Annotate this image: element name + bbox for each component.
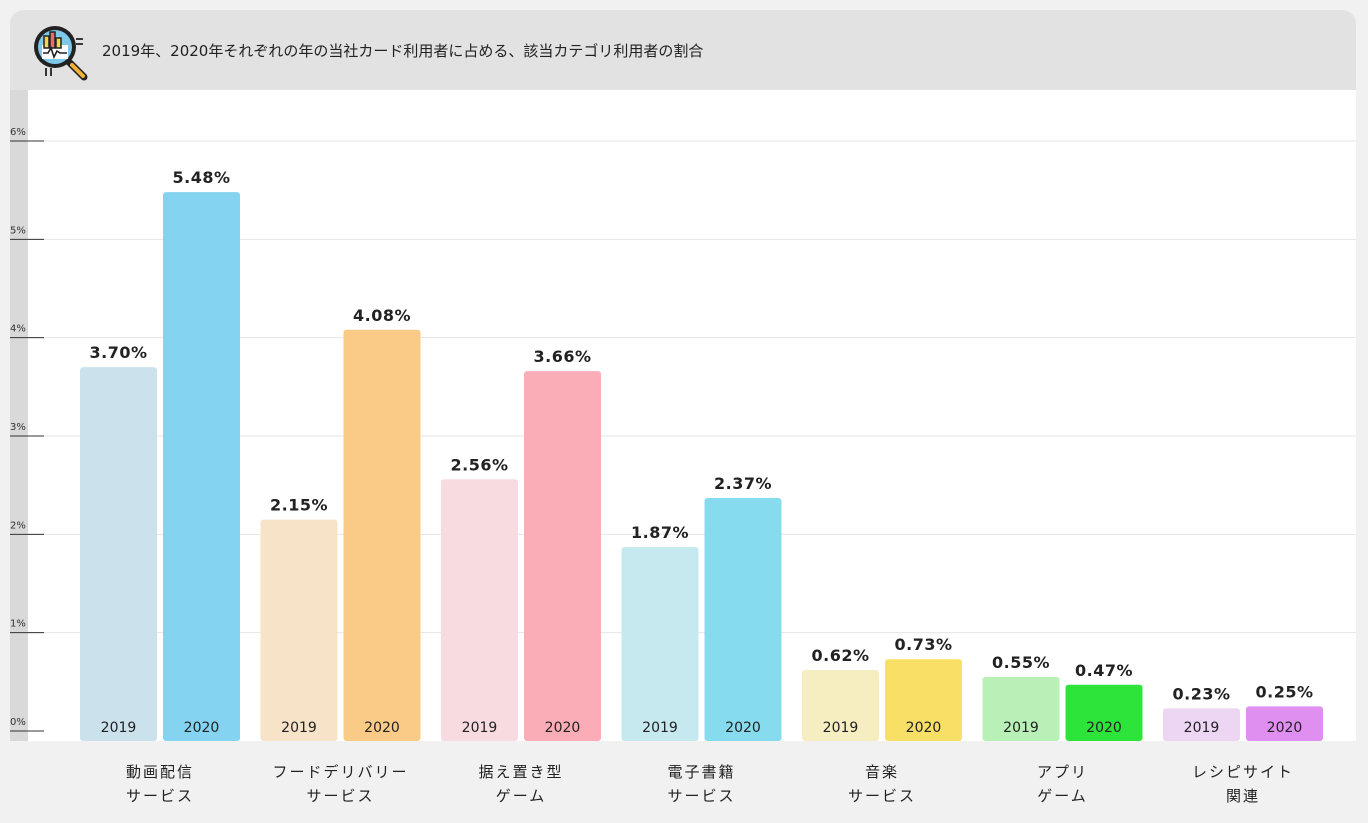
bar-year-label: 2020 [364,720,400,736]
bar-year-label: 2019 [101,720,137,736]
category-label: 動画配信 サービス [70,760,250,808]
bar-value-label: 2.56% [450,455,508,474]
bar-value-label: 2.37% [714,474,772,493]
bar-2020 [1246,706,1323,741]
bar-2020 [163,192,240,742]
bar-2019 [80,367,157,741]
bar-year-label: 2019 [642,720,678,736]
bar-value-label: 0.23% [1172,684,1230,703]
category-label-line2: サービス [847,787,916,805]
bar-year-label: 2019 [1184,720,1220,736]
chart-title: 2019年、2020年それぞれの年の当社カード利用者に占める、該当カテゴリ利用者… [102,42,704,60]
bar-value-label: 4.08% [353,306,411,325]
category-label-line2: ゲーム [495,787,547,805]
y-tick-label: 3% [10,422,26,433]
bar-2019 [802,670,879,741]
magnifier-chart-icon [34,26,88,81]
bar-value-label: 0.47% [1075,661,1133,680]
bar-2020 [524,371,601,741]
bar-2020 [343,329,421,741]
bar-2020 [885,659,962,741]
bar-year-label: 2020 [184,720,220,736]
bar-year-label: 2019 [823,720,859,736]
chart-card: 2019年、2020年それぞれの年の当社カード利用者に占める、該当カテゴリ利用者… [10,10,1356,823]
x-axis-area [10,741,1356,823]
bar-value-label: 5.48% [172,168,230,187]
y-tick-label: 2% [10,520,26,531]
category-label-line2: ゲーム [1037,787,1088,805]
category-label-line1: フードデリバリー [272,763,409,781]
bar-year-label: 2020 [906,720,942,736]
category-label: 据え置き型 ゲーム [431,760,611,808]
chart-header: 2019年、2020年それぞれの年の当社カード利用者に占める、該当カテゴリ利用者… [10,10,1356,90]
bar-year-label: 2020 [725,720,761,736]
category-label-line1: 音楽 [864,763,899,781]
bar-value-label: 2.15% [270,496,328,515]
category-label-line2: サービス [306,787,375,805]
bar-value-label: 0.25% [1255,682,1313,701]
bar-year-label: 2020 [1086,720,1122,736]
bar-2019 [441,479,518,741]
category-label-line2: 関連 [1225,787,1260,805]
category-label-line1: レシピサイト [1191,763,1294,781]
bar-2020 [1065,684,1143,741]
y-tick-label: 1% [10,619,26,630]
bar-2019 [1163,708,1240,741]
category-label-line2: サービス [125,787,194,805]
bar-2019 [621,547,699,741]
bar-value-label: 0.55% [992,653,1050,672]
y-tick-label: 5% [10,225,26,236]
category-label-line1: 据え置き型 [478,763,564,781]
y-tick-label: 4% [10,324,26,335]
bar-year-label: 2019 [462,720,498,736]
bar-chart: 0% 1% 2% 3% 4% 5% 6% 3.70% 2019 5.48% 2020 2.15% 201… [10,127,1356,742]
bar-value-label: 0.62% [811,646,869,665]
category-label: 音楽 サービス [792,760,972,808]
category-label-line1: 動画配信 [125,763,194,781]
bar-value-label: 1.87% [631,523,689,542]
category-label: フードデリバリー サービス [251,760,431,808]
category-label-line1: 電子書籍 [667,763,736,781]
y-tick-label: 6% [10,127,26,138]
category-label: アプリ ゲーム [973,760,1153,808]
bar-value-label: 0.73% [894,635,952,654]
bar-year-label: 2020 [545,720,581,736]
category-label-line1: アプリ [1036,763,1088,781]
y-axis-strip [10,90,28,741]
y-tick-label: 0% [10,717,26,728]
bar-year-label: 2020 [1267,720,1303,736]
bar-year-label: 2019 [281,720,317,736]
bar-2020 [704,497,782,741]
bar-2019 [982,676,1060,741]
bar-value-label: 3.70% [89,343,147,362]
bar-year-label: 2019 [1003,720,1039,736]
category-label: 電子書籍 サービス [612,760,792,808]
category-label: レシピサイト 関連 [1153,760,1333,808]
bar-2019 [260,519,338,741]
category-label-line2: サービス [667,787,736,805]
bar-value-label: 3.66% [533,347,591,366]
